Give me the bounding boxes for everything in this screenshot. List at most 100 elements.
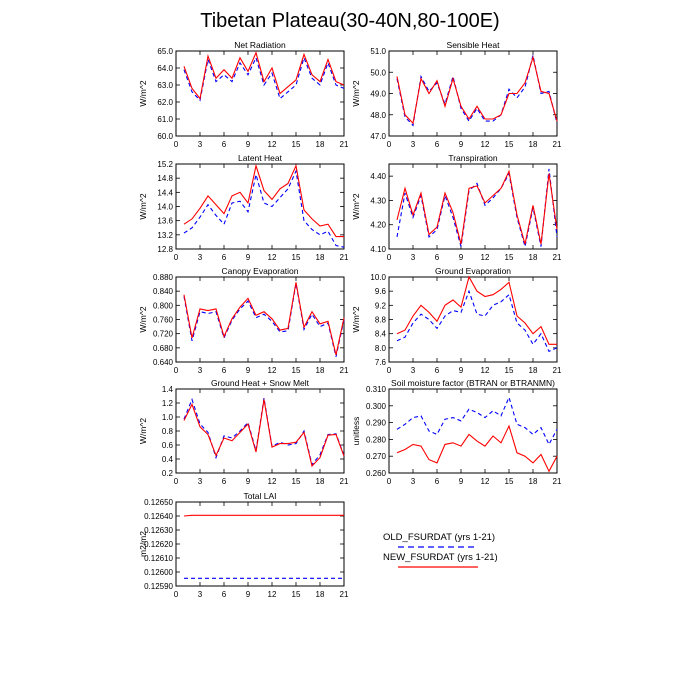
x-tick-label: 15 xyxy=(292,366,301,375)
y-tick-label: 61.0 xyxy=(157,115,173,124)
chart-ground-evaporation: Ground Evaporation W/m^2 7.6 8.0 8.4 8.8 9.2 9.… xyxy=(351,266,562,375)
chart-title: Total LAI xyxy=(243,491,276,501)
x-tick-label: 9 xyxy=(246,140,251,149)
y-tick-label: 51.0 xyxy=(370,47,386,56)
plot-frame xyxy=(388,388,558,474)
x-tick-label: 6 xyxy=(222,477,227,486)
x-tick-label: 18 xyxy=(529,140,538,149)
y-tick-label: 0.8 xyxy=(162,427,174,436)
y-tick-label: 0.12640 xyxy=(144,512,173,521)
x-tick-label: 15 xyxy=(292,140,301,149)
x-tick-label: 21 xyxy=(553,140,562,149)
y-axis-label: m2/m2 xyxy=(138,531,148,557)
x-tick-label: 18 xyxy=(316,366,325,375)
x-tick-label: 12 xyxy=(268,253,277,262)
y-axis-label: W/m^2 xyxy=(351,80,361,106)
x-tick-label: 6 xyxy=(222,590,227,599)
plot-frame xyxy=(388,276,558,363)
series-line-old-fsurdat xyxy=(396,55,558,127)
y-tick-label: 14.4 xyxy=(157,188,173,197)
x-tick-label: 18 xyxy=(316,140,325,149)
y-tick-label: 4.10 xyxy=(370,245,386,254)
chart-latent-heat: Latent Heat W/m^2 12.8 13.2 13.6 14.0 14.4 14.8… xyxy=(138,153,349,262)
y-tick-label: 0.12610 xyxy=(144,554,173,563)
y-tick-label: 60.0 xyxy=(157,132,173,141)
x-tick-label: 12 xyxy=(268,477,277,486)
chart-total-lai: Total LAI m2/m2 0.12590 0.12600 0.12610 0.126… xyxy=(138,491,349,599)
y-tick-label: 0.880 xyxy=(153,273,174,282)
plot-frame xyxy=(175,50,345,137)
plot-frame xyxy=(175,276,345,363)
y-tick-label: 0.680 xyxy=(153,344,174,353)
x-tick-label: 15 xyxy=(292,590,301,599)
x-tick-label: 9 xyxy=(246,366,251,375)
y-tick-label: 7.6 xyxy=(375,358,387,367)
x-tick-label: 21 xyxy=(553,477,562,486)
y-tick-label: 0.640 xyxy=(153,358,174,367)
y-tick-label: 0.270 xyxy=(366,452,387,461)
x-tick-label: 0 xyxy=(387,477,392,486)
y-axis-label: W/m^2 xyxy=(138,80,148,106)
x-tick-label: 9 xyxy=(246,477,251,486)
y-tick-label: 8.4 xyxy=(375,330,387,339)
x-tick-label: 15 xyxy=(505,366,514,375)
x-tick-label: 3 xyxy=(198,140,203,149)
x-tick-label: 6 xyxy=(222,140,227,149)
series-line-new-fsurdat xyxy=(183,51,345,100)
y-tick-label: 0.310 xyxy=(366,385,387,394)
y-tick-label: 49.0 xyxy=(370,90,386,99)
series-line-new-fsurdat xyxy=(183,514,344,517)
y-tick-label: 63.0 xyxy=(157,81,173,90)
x-tick-label: 6 xyxy=(222,253,227,262)
series-line-new-fsurdat xyxy=(396,424,558,473)
y-tick-label: 8.8 xyxy=(375,316,387,325)
x-tick-label: 18 xyxy=(529,477,538,486)
y-tick-label: 0.840 xyxy=(153,287,174,296)
y-tick-label: 12.8 xyxy=(157,245,173,254)
plot-frame xyxy=(388,163,558,250)
y-tick-label: 13.6 xyxy=(157,217,173,226)
x-tick-label: 21 xyxy=(340,366,349,375)
y-axis-label: W/m^2 xyxy=(138,306,148,332)
y-tick-label: 0.720 xyxy=(153,330,174,339)
series-line-new-fsurdat xyxy=(183,163,344,238)
chart-transpiration: Transpiration W/m^2 4.10 4.20 4.30 4.40 0 3 6 9 12… xyxy=(351,153,562,262)
x-tick-label: 12 xyxy=(481,253,490,262)
x-tick-label: 12 xyxy=(268,366,277,375)
y-tick-label: 0.4 xyxy=(162,455,174,464)
y-tick-label: 0.12600 xyxy=(144,568,173,577)
x-tick-label: 21 xyxy=(340,590,349,599)
y-tick-label: 0.2 xyxy=(162,469,174,478)
y-tick-label: 14.8 xyxy=(157,174,173,183)
y-tick-label: 1.2 xyxy=(162,399,174,408)
x-tick-label: 15 xyxy=(292,253,301,262)
series-line-old-fsurdat xyxy=(183,397,345,466)
chart-title: Canopy Evaporation xyxy=(221,266,298,276)
chart-title: Ground Evaporation xyxy=(435,266,511,276)
x-tick-label: 18 xyxy=(316,590,325,599)
x-tick-label: 0 xyxy=(387,366,392,375)
x-tick-label: 3 xyxy=(411,477,416,486)
y-tick-label: 50.0 xyxy=(370,68,386,77)
y-tick-label: 4.40 xyxy=(370,172,386,181)
y-tick-label: 62.0 xyxy=(157,98,173,107)
y-tick-label: 14.0 xyxy=(157,203,173,212)
x-tick-label: 18 xyxy=(316,253,325,262)
x-tick-label: 21 xyxy=(553,366,562,375)
legend-label: NEW_FSURDAT (yrs 1-21) xyxy=(383,552,498,563)
x-tick-label: 0 xyxy=(387,140,392,149)
y-tick-label: 9.2 xyxy=(375,301,387,310)
y-tick-label: 8.0 xyxy=(375,344,387,353)
x-tick-label: 6 xyxy=(435,477,440,486)
x-tick-label: 6 xyxy=(435,140,440,149)
series-line-old-fsurdat xyxy=(396,395,558,446)
chart-net-radiation: Net Radiation W/m^2 60.0 61.0 62.0 63.0 64.0 65… xyxy=(138,40,349,149)
x-tick-label: 3 xyxy=(411,253,416,262)
series-line-old-fsurdat xyxy=(183,56,345,102)
y-tick-label: 9.6 xyxy=(375,287,387,296)
x-tick-label: 0 xyxy=(174,140,179,149)
x-tick-label: 3 xyxy=(198,253,203,262)
y-tick-label: 15.2 xyxy=(157,160,173,169)
x-tick-label: 9 xyxy=(246,253,251,262)
